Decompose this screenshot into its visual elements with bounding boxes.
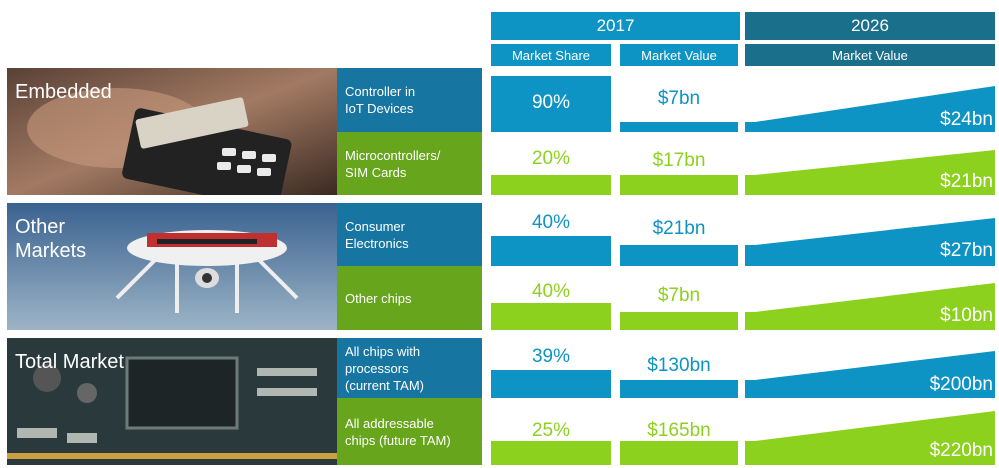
value-2017-current-tam: $130bn bbox=[647, 355, 711, 376]
value-bar-2017-consumer-electronics bbox=[620, 245, 738, 266]
wedge-future-tam bbox=[745, 411, 995, 465]
market-value-2017-header: Market Value bbox=[620, 44, 738, 66]
share-bar-current-tam bbox=[491, 370, 611, 398]
value-2017-consumer-electronics: $21bn bbox=[652, 218, 706, 239]
wedge-microcontrollers bbox=[745, 150, 995, 195]
share-other-chips: 40% bbox=[531, 281, 571, 302]
embedded-panel: Embedded bbox=[7, 68, 337, 195]
wedge-controller-iot bbox=[745, 86, 995, 132]
other-markets-panel: Other Markets bbox=[7, 203, 337, 330]
panel-label-embedded: Embedded bbox=[15, 81, 112, 103]
market-share-header: Market Share bbox=[491, 44, 611, 66]
value-bar-2017-current-tam bbox=[620, 380, 738, 398]
value-2017-microcontrollers: $17bn bbox=[652, 150, 706, 171]
share-current-tam: 39% bbox=[531, 346, 571, 367]
value-2026-other-chips: $10bn bbox=[940, 305, 993, 326]
circuit-board-image bbox=[7, 338, 337, 465]
value-2017-future-tam: $165bn bbox=[647, 420, 711, 441]
market-value-2026-header: Market Value bbox=[745, 44, 995, 66]
share-bar-other-chips bbox=[491, 303, 611, 330]
value-2017-controller-iot: $7bn bbox=[657, 88, 701, 109]
value-bar-2017-other-chips bbox=[620, 312, 738, 330]
panel-label-other-markets: Other Markets bbox=[15, 216, 87, 262]
drone-image bbox=[7, 203, 337, 330]
share-future-tam: 25% bbox=[531, 420, 571, 441]
share-controller-iot: 90% bbox=[531, 92, 571, 113]
category-other-chips: Other chips bbox=[337, 266, 482, 330]
value-2026-controller-iot: $24bn bbox=[940, 109, 993, 130]
category-controller-iot: Controller in IoT Devices bbox=[337, 68, 482, 132]
wedge-current-tam bbox=[745, 351, 995, 398]
value-2026-current-tam: $200bn bbox=[929, 374, 993, 395]
value-2026-future-tam: $220bn bbox=[929, 440, 993, 461]
category-future-tam: All addressable chips (future TAM) bbox=[337, 398, 482, 465]
wedge-consumer-electronics bbox=[745, 218, 995, 266]
growth-wedges-2026 bbox=[745, 86, 995, 465]
category-consumer-electronics: Consumer Electronics bbox=[337, 203, 482, 266]
value-bar-2017-microcontrollers bbox=[620, 175, 738, 195]
category-current-tam: All chips with processors (current TAM) bbox=[337, 338, 482, 398]
wedge-other-chips bbox=[745, 283, 995, 330]
value-2017-other-chips: $7bn bbox=[657, 285, 701, 306]
value-2026-consumer-electronics: $27bn bbox=[940, 240, 993, 261]
value-bar-2017-controller-iot bbox=[620, 122, 738, 132]
share-bar-controller-iot bbox=[491, 76, 611, 132]
total-market-panel: Total Market bbox=[7, 338, 337, 465]
value-bar-2017-future-tam bbox=[620, 441, 738, 465]
value-2026-microcontrollers: $21bn bbox=[940, 171, 993, 192]
share-bar-consumer-electronics bbox=[491, 236, 611, 266]
share-microcontrollers: 20% bbox=[531, 148, 571, 169]
share-consumer-electronics: 40% bbox=[531, 212, 571, 233]
card-reader-image bbox=[7, 68, 337, 195]
panel-label-total-market: Total Market bbox=[15, 351, 124, 373]
share-bar-microcontrollers bbox=[491, 175, 611, 195]
year-2017-header: 2017 bbox=[491, 12, 740, 40]
year-2026-header: 2026 bbox=[745, 12, 995, 40]
share-bar-future-tam bbox=[491, 441, 611, 465]
category-microcontrollers: Microcontrollers/ SIM Cards bbox=[337, 132, 482, 195]
